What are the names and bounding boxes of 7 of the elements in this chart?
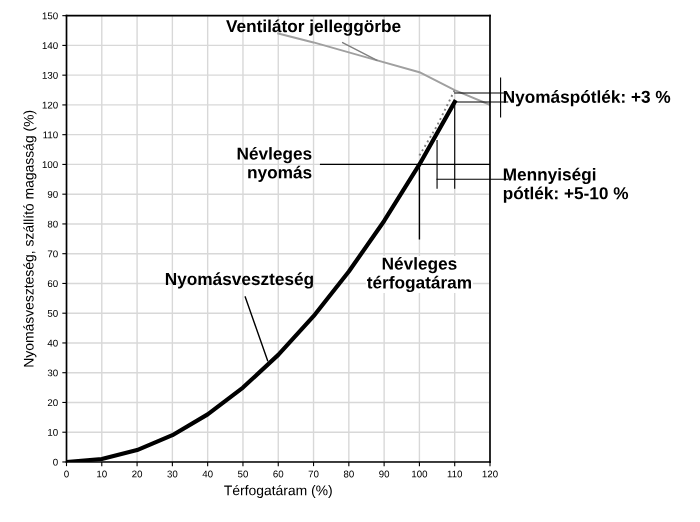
ref-line-label: Névleges nyomás: [237, 146, 312, 182]
text: Mennyiségi pótlék: +5-10 %: [503, 167, 629, 203]
annotation: Nyomásveszteség: [165, 272, 313, 289]
text: Nyomáspótlék: +3 %: [503, 90, 671, 107]
annotation: Ventilátor jelleggörbe: [226, 19, 401, 36]
line-series: [277, 32, 490, 106]
ref-line-label: Névleges térfogatáram: [366, 256, 471, 293]
